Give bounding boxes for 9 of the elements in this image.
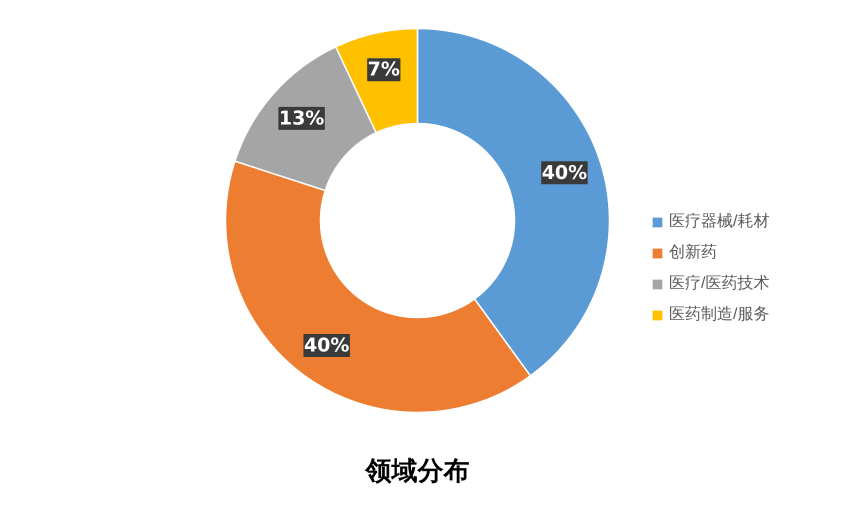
legend-label: 医疗器械/耗材 [669, 212, 770, 232]
legend-label: 创新药 [669, 242, 717, 263]
text: 领域分布 [364, 456, 470, 486]
legend-label: 医疗/医药技术 [669, 274, 770, 294]
data-label: 7% [368, 58, 400, 81]
data-label: 13% [278, 107, 324, 130]
legend-label: 医药制造/服务 [669, 304, 770, 325]
data-label: 40% [304, 334, 350, 356]
data-label: 40% [542, 162, 588, 184]
